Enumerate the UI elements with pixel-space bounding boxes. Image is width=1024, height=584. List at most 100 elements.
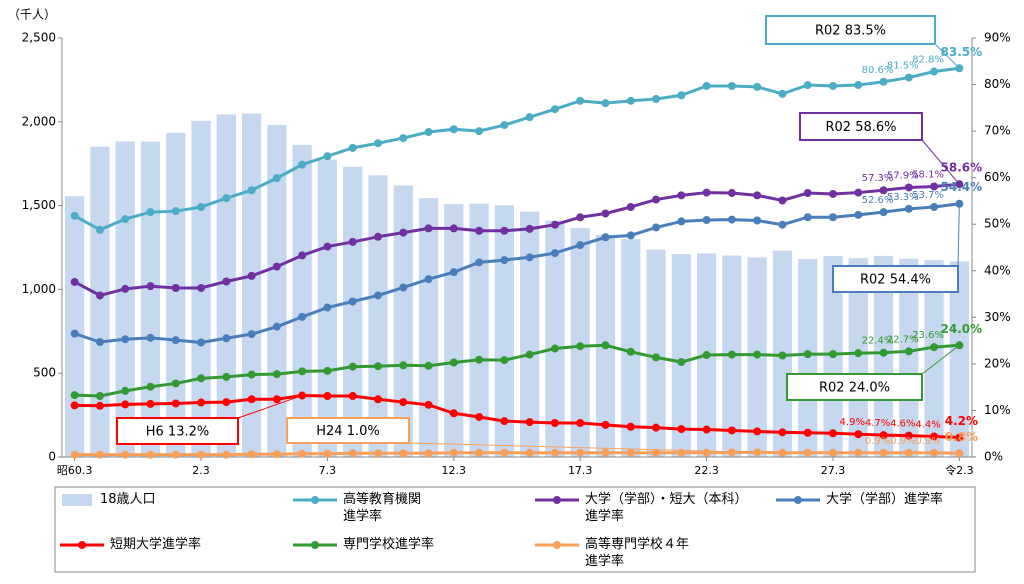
series-marker	[171, 450, 180, 459]
legend-label: 高等教育機関 進学率	[343, 492, 422, 524]
series-marker	[601, 448, 610, 457]
legend-swatch	[62, 494, 92, 506]
y2-tick-label: 90%	[984, 31, 1011, 45]
series-marker	[70, 401, 79, 410]
bar	[140, 141, 161, 458]
y-tick-label: 0	[48, 450, 56, 464]
series-marker	[197, 338, 206, 347]
series-marker	[652, 448, 661, 457]
series-marker	[854, 210, 863, 219]
series-marker	[803, 350, 812, 359]
y-unit-label: （千人）	[8, 8, 56, 22]
series-marker	[70, 329, 79, 338]
series-marker	[500, 356, 509, 365]
series-marker	[727, 350, 736, 359]
series-marker	[70, 277, 79, 286]
y-tick-label: 2,000	[22, 114, 56, 128]
series-marker	[475, 258, 484, 267]
series-marker	[222, 194, 231, 203]
series-marker	[121, 400, 130, 409]
series-marker	[500, 121, 509, 130]
bar	[241, 113, 262, 458]
callout-text: H24 1.0%	[316, 424, 379, 439]
series-marker	[247, 330, 256, 339]
bar	[115, 141, 135, 458]
series-marker	[121, 450, 130, 459]
legend-label: 高等専門学校４年 進学率	[585, 537, 690, 569]
data-label: 57.3%	[862, 173, 894, 184]
series-marker	[247, 395, 256, 404]
series-marker	[197, 398, 206, 407]
series-marker	[121, 215, 130, 224]
y-tick-label: 500	[33, 366, 56, 380]
series-marker	[373, 232, 382, 241]
bar	[368, 175, 388, 457]
series-marker	[854, 448, 863, 457]
series-marker	[955, 449, 964, 458]
bar	[671, 254, 691, 457]
series-marker	[626, 422, 635, 431]
series-marker	[449, 358, 458, 367]
x-tick-label: 昭60.3	[57, 464, 93, 477]
legend-swatch-marker	[311, 541, 319, 549]
series-marker	[803, 189, 812, 198]
series-marker	[298, 251, 307, 260]
series-marker	[449, 224, 458, 233]
callout-text: R02 58.6%	[825, 120, 896, 135]
series-marker	[348, 297, 357, 306]
y2-tick-label: 40%	[984, 263, 1011, 277]
series-marker	[828, 213, 837, 222]
bar	[469, 203, 489, 457]
y-tick-label: 1,500	[22, 198, 56, 212]
series-marker	[272, 450, 281, 459]
series-marker	[550, 220, 559, 229]
callout-text: R02 83.5%	[815, 24, 886, 39]
series-marker	[475, 355, 484, 364]
series-marker	[70, 391, 79, 400]
series-marker	[702, 448, 711, 457]
series-marker	[348, 449, 357, 458]
series-marker	[348, 362, 357, 371]
bar	[848, 258, 868, 457]
series-marker	[500, 256, 509, 265]
series-marker	[171, 379, 180, 388]
series-marker	[525, 224, 534, 233]
callout-text: R02 54.4%	[860, 273, 931, 288]
series-line	[74, 394, 960, 439]
series-marker	[702, 81, 711, 90]
series-marker	[222, 372, 231, 381]
series-marker	[449, 409, 458, 418]
callout-text: H6 13.2%	[146, 425, 209, 440]
data-label: 82.8%	[912, 55, 944, 66]
data-label: 83.5%	[941, 45, 983, 59]
series-marker	[930, 448, 939, 457]
series-marker	[475, 127, 484, 136]
callout-leader	[921, 344, 960, 375]
bar	[444, 203, 464, 457]
series-marker	[677, 217, 686, 226]
series-marker	[373, 139, 382, 148]
series-marker	[652, 353, 661, 362]
series-marker	[272, 322, 281, 331]
data-label: 4.6%	[890, 419, 915, 430]
data-label: 57.9%	[887, 170, 919, 181]
series-marker	[171, 207, 180, 216]
series-marker	[146, 333, 155, 342]
series-marker	[828, 429, 837, 438]
data-label: 53.3%	[887, 192, 919, 203]
series-marker	[424, 128, 433, 137]
x-tick-label: 7.3	[319, 464, 337, 477]
legend-box	[54, 486, 976, 573]
series-marker	[879, 448, 888, 457]
y2-tick-label: 70%	[984, 124, 1011, 138]
data-label: 52.6%	[862, 195, 894, 206]
x-tick-label: 12.3	[442, 464, 467, 477]
series-marker	[323, 392, 332, 401]
series-marker	[348, 392, 357, 401]
data-label: 4.2%	[945, 414, 978, 428]
series-marker	[550, 448, 559, 457]
bar	[924, 260, 944, 457]
series-marker	[146, 399, 155, 408]
y2-tick-label: 50%	[984, 217, 1011, 231]
callout-leader	[957, 203, 960, 267]
